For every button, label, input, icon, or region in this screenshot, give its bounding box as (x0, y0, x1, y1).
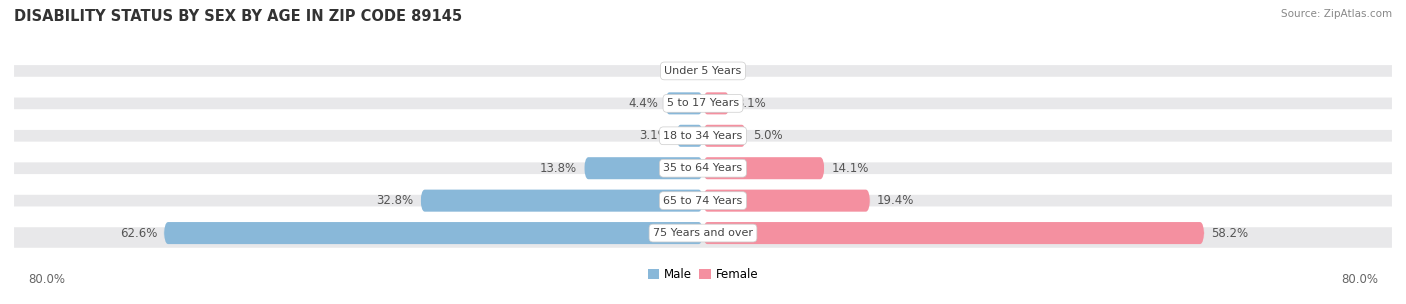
FancyBboxPatch shape (420, 190, 703, 212)
Text: DISABILITY STATUS BY SEX BY AGE IN ZIP CODE 89145: DISABILITY STATUS BY SEX BY AGE IN ZIP C… (14, 9, 463, 24)
FancyBboxPatch shape (11, 142, 1395, 162)
Text: 65 to 74 Years: 65 to 74 Years (664, 196, 742, 206)
FancyBboxPatch shape (11, 206, 1395, 227)
Text: 5 to 17 Years: 5 to 17 Years (666, 98, 740, 108)
Text: 80.0%: 80.0% (28, 273, 65, 286)
FancyBboxPatch shape (583, 157, 703, 179)
FancyBboxPatch shape (11, 109, 1395, 130)
Text: Source: ZipAtlas.com: Source: ZipAtlas.com (1281, 9, 1392, 19)
FancyBboxPatch shape (14, 87, 1392, 119)
Text: 18 to 34 Years: 18 to 34 Years (664, 131, 742, 141)
FancyBboxPatch shape (165, 222, 703, 244)
Text: 3.1%: 3.1% (640, 129, 669, 142)
FancyBboxPatch shape (676, 125, 703, 147)
FancyBboxPatch shape (703, 125, 747, 147)
Text: 19.4%: 19.4% (877, 194, 914, 207)
Text: 62.6%: 62.6% (120, 226, 157, 240)
FancyBboxPatch shape (11, 174, 1395, 195)
Text: 0.0%: 0.0% (661, 64, 690, 78)
FancyBboxPatch shape (703, 222, 1204, 244)
FancyBboxPatch shape (14, 185, 1392, 217)
FancyBboxPatch shape (14, 217, 1392, 249)
Text: 3.1%: 3.1% (737, 97, 766, 110)
Text: 80.0%: 80.0% (1341, 273, 1378, 286)
FancyBboxPatch shape (14, 55, 1392, 87)
Text: Under 5 Years: Under 5 Years (665, 66, 741, 76)
Text: 58.2%: 58.2% (1211, 226, 1249, 240)
FancyBboxPatch shape (665, 92, 703, 114)
Text: 35 to 64 Years: 35 to 64 Years (664, 163, 742, 173)
FancyBboxPatch shape (703, 157, 824, 179)
Legend: Male, Female: Male, Female (643, 264, 763, 286)
Text: 14.1%: 14.1% (831, 162, 869, 175)
FancyBboxPatch shape (703, 190, 870, 212)
Text: 0.0%: 0.0% (716, 64, 745, 78)
FancyBboxPatch shape (14, 152, 1392, 185)
FancyBboxPatch shape (703, 92, 730, 114)
FancyBboxPatch shape (14, 119, 1392, 152)
Text: 13.8%: 13.8% (540, 162, 578, 175)
FancyBboxPatch shape (11, 77, 1395, 98)
Text: 75 Years and over: 75 Years and over (652, 228, 754, 238)
Text: 5.0%: 5.0% (754, 129, 783, 142)
FancyBboxPatch shape (11, 44, 1395, 65)
Text: 32.8%: 32.8% (377, 194, 413, 207)
Text: 4.4%: 4.4% (628, 97, 658, 110)
